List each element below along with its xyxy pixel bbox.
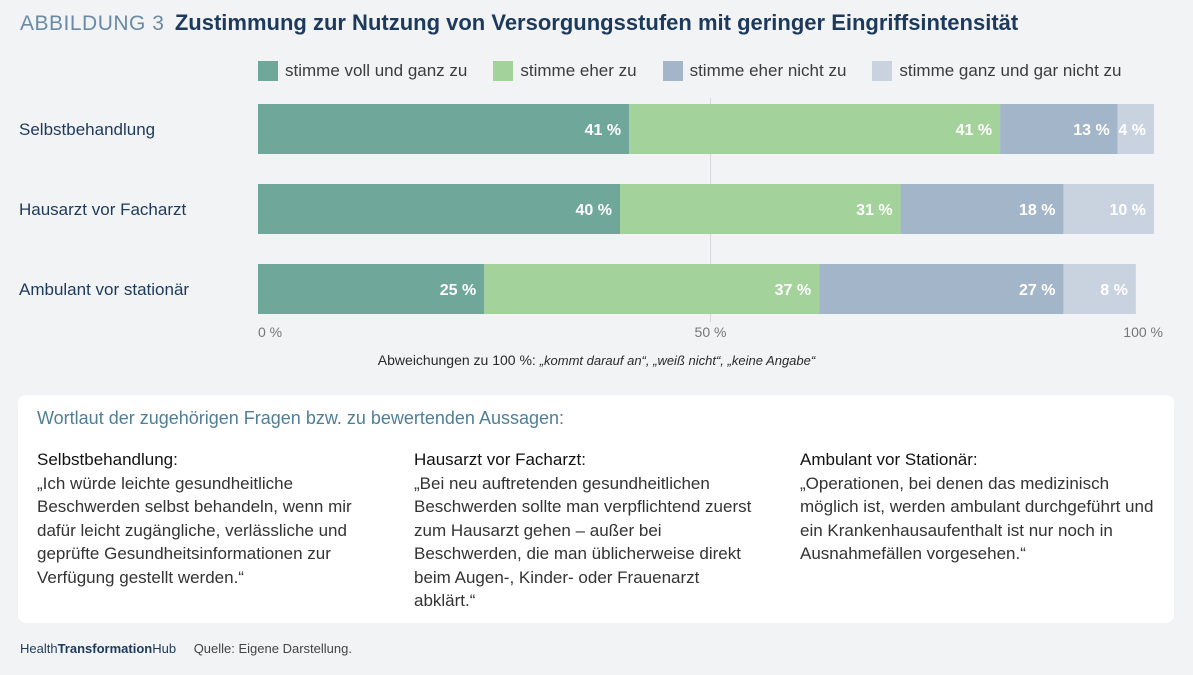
footer: HealthTransformationHub Quelle: Eigene D… bbox=[20, 641, 352, 656]
data-label: 4 % bbox=[1118, 122, 1146, 139]
legend-item-eher: stimme eher zu bbox=[493, 61, 637, 81]
data-label: 27 % bbox=[1019, 282, 1055, 299]
category-label: Hausarzt vor Facharzt bbox=[19, 200, 186, 219]
source-note: Quelle: Eigene Darstellung. bbox=[193, 641, 352, 656]
question-title: Selbstbehandlung: bbox=[37, 450, 178, 469]
question-selbstbehandlung: Selbstbehandlung: „Ich würde leichte ges… bbox=[37, 448, 382, 589]
bar-segment bbox=[258, 184, 620, 234]
legend-item-eher-nicht: stimme eher nicht zu bbox=[662, 61, 847, 81]
deviation-note: Abweichungen zu 100 %: „kommt darauf an“… bbox=[0, 352, 1193, 368]
question-title: Ambulant vor Stationär: bbox=[800, 450, 978, 469]
figure-header: ABBILDUNG 3 Zustimmung zur Nutzung von V… bbox=[20, 10, 1018, 36]
brand-logo: HealthTransformationHub bbox=[20, 641, 177, 656]
x-tick-label: 0 % bbox=[258, 324, 282, 340]
data-label: 18 % bbox=[1019, 202, 1055, 219]
bar-segment bbox=[258, 104, 630, 154]
legend-item-gar-nicht: stimme ganz und gar nicht zu bbox=[872, 61, 1121, 81]
questions-heading: Wortlaut der zugehörigen Fragen bzw. zu … bbox=[37, 408, 565, 428]
data-label: 8 % bbox=[1100, 282, 1128, 299]
data-label: 10 % bbox=[1109, 202, 1145, 219]
bar-segment bbox=[620, 184, 901, 234]
bar-segment bbox=[900, 184, 1064, 234]
legend-label: stimme eher zu bbox=[520, 61, 637, 80]
bar-segment bbox=[1063, 184, 1154, 234]
legend-swatch bbox=[493, 61, 514, 81]
bar-segment bbox=[819, 264, 1064, 314]
data-label: 31 % bbox=[856, 202, 892, 219]
bar-segment bbox=[1117, 104, 1154, 154]
question-text: „Operationen, bei denen das medizinisch … bbox=[800, 473, 1154, 564]
x-tick-label: 100 % bbox=[1123, 324, 1163, 340]
question-hausarzt: Hausarzt vor Facharzt: „Bei neu auftrete… bbox=[414, 448, 759, 613]
legend-item-voll: stimme voll und ganz zu bbox=[258, 61, 467, 81]
figure-label: ABBILDUNG 3 bbox=[20, 12, 165, 35]
data-label: 25 % bbox=[440, 282, 476, 299]
note-text: „kommt darauf an“, „weiß nicht“, „keine … bbox=[539, 353, 816, 368]
data-label: 41 % bbox=[585, 122, 621, 139]
data-label: 13 % bbox=[1073, 122, 1109, 139]
note-prefix: Abweichungen zu 100 %: bbox=[377, 352, 536, 368]
category-label: Ambulant vor stationär bbox=[19, 280, 189, 299]
bar-segment bbox=[1000, 104, 1118, 154]
legend-label: stimme ganz und gar nicht zu bbox=[899, 61, 1122, 80]
bar-segment bbox=[1063, 264, 1136, 314]
questions-panel: Wortlaut der zugehörigen Fragen bzw. zu … bbox=[18, 395, 1174, 623]
legend-label: stimme eher nicht zu bbox=[689, 61, 847, 80]
legend: stimme voll und ganz zu stimme eher zu s… bbox=[258, 61, 1121, 81]
data-label: 41 % bbox=[956, 122, 992, 139]
data-label: 37 % bbox=[775, 282, 811, 299]
bar-segment bbox=[258, 264, 485, 314]
x-tick-label: 50 % bbox=[695, 324, 727, 340]
question-title: Hausarzt vor Facharzt: bbox=[414, 450, 586, 469]
question-ambulant: Ambulant vor Stationär: „Operationen, be… bbox=[800, 448, 1160, 566]
question-text: „Bei neu auftretenden gesundheitlichen B… bbox=[414, 473, 752, 611]
category-label: Selbstbehandlung bbox=[19, 120, 155, 139]
figure-title: Zustimmung zur Nutzung von Versorgungsst… bbox=[174, 10, 1019, 35]
legend-label: stimme voll und ganz zu bbox=[285, 61, 468, 80]
legend-swatch bbox=[662, 61, 683, 81]
bar-segment bbox=[629, 104, 1001, 154]
data-label: 40 % bbox=[576, 202, 612, 219]
legend-swatch bbox=[872, 61, 893, 81]
question-text: „Ich würde leichte gesundheitliche Besch… bbox=[37, 473, 352, 587]
legend-swatch bbox=[258, 61, 278, 81]
bar-segment bbox=[484, 264, 820, 314]
stacked-bar-chart: 0 % 50 % 100 % Selbstbehandlung 41 % 41 % 13 %… bbox=[19, 98, 1163, 340]
